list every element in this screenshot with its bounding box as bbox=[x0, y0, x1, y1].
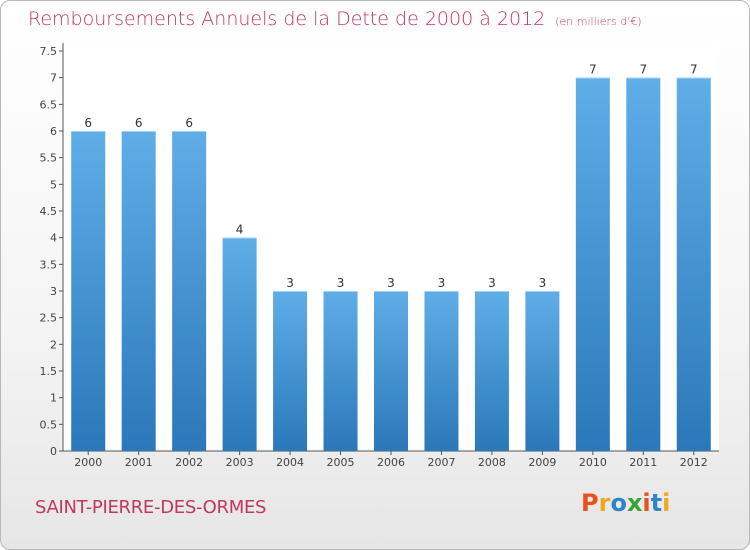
data-label: 3 bbox=[438, 276, 446, 290]
bar bbox=[222, 237, 257, 451]
y-tick-label: 3 bbox=[50, 285, 57, 298]
x-tick-label: 2000 bbox=[74, 456, 102, 469]
y-tick-label: 0 bbox=[50, 445, 57, 458]
x-tick-label: 2010 bbox=[579, 456, 607, 469]
data-label: 6 bbox=[185, 116, 193, 130]
brand-letter: o bbox=[610, 489, 627, 517]
bar bbox=[676, 77, 711, 452]
data-label: 4 bbox=[236, 223, 244, 237]
brand-letter: x bbox=[626, 489, 643, 517]
chart-title-text: Remboursements Annuels de la Dette de 20… bbox=[28, 8, 546, 30]
chart-title: Remboursements Annuels de la Dette de 20… bbox=[28, 8, 642, 30]
x-tick-label: 2006 bbox=[377, 456, 405, 469]
y-tick-label: 7.5 bbox=[40, 45, 58, 58]
y-tick-label: 0.5 bbox=[40, 418, 58, 431]
unit-note: (en milliers d'€) bbox=[555, 15, 642, 28]
y-tick-label: 5 bbox=[50, 178, 57, 191]
x-tick-label: 2005 bbox=[327, 456, 355, 469]
data-label: 3 bbox=[286, 276, 294, 290]
data-label: 3 bbox=[337, 276, 345, 290]
y-tick-label: 6.5 bbox=[40, 98, 58, 111]
y-tick-label: 1.5 bbox=[40, 365, 58, 378]
x-tick-label: 2001 bbox=[125, 456, 153, 469]
y-tick-label: 7 bbox=[50, 72, 57, 85]
data-label: 7 bbox=[589, 63, 597, 77]
x-tick-label: 2008 bbox=[478, 456, 506, 469]
y-tick-label: 2.5 bbox=[40, 312, 58, 325]
brand-letter: t bbox=[650, 489, 663, 517]
y-tick-label: 6 bbox=[50, 125, 57, 138]
bar bbox=[424, 291, 459, 451]
data-label: 6 bbox=[135, 116, 143, 130]
bar bbox=[626, 77, 661, 452]
brand-letter: i bbox=[662, 489, 671, 517]
y-tick-label: 3.5 bbox=[40, 258, 58, 271]
commune-name: SAINT-PIERRE-DES-ORMES bbox=[35, 497, 267, 518]
x-tick-label: 2009 bbox=[528, 456, 556, 469]
x-tick-label: 2002 bbox=[175, 456, 203, 469]
bar bbox=[172, 131, 207, 451]
bar bbox=[71, 131, 106, 451]
brand-letter: r bbox=[598, 489, 611, 517]
bar bbox=[374, 291, 408, 451]
bar bbox=[273, 291, 308, 451]
y-tick-label: 5.5 bbox=[40, 152, 58, 165]
x-tick-label: 2007 bbox=[427, 456, 455, 469]
x-tick-label: 2003 bbox=[226, 456, 254, 469]
bar bbox=[474, 291, 509, 451]
brand-logo: Proxiti bbox=[581, 489, 670, 517]
data-label: 7 bbox=[639, 63, 647, 77]
y-tick-label: 4.5 bbox=[40, 205, 58, 218]
bar bbox=[121, 131, 156, 451]
data-label: 7 bbox=[690, 63, 698, 77]
data-label: 3 bbox=[488, 276, 496, 290]
data-label: 6 bbox=[84, 116, 92, 130]
data-label: 3 bbox=[539, 276, 547, 290]
x-tick-label: 2004 bbox=[276, 456, 304, 469]
bar bbox=[323, 291, 358, 451]
brand-letter: P bbox=[581, 489, 599, 517]
bar bbox=[525, 291, 560, 451]
x-tick-label: 2012 bbox=[680, 456, 708, 469]
bar bbox=[575, 77, 610, 452]
brand-letter: i bbox=[642, 489, 651, 517]
data-label: 3 bbox=[387, 276, 395, 290]
y-tick-label: 4 bbox=[50, 232, 57, 245]
x-tick-label: 2011 bbox=[629, 456, 657, 469]
y-tick-label: 1 bbox=[50, 392, 57, 405]
y-tick-label: 2 bbox=[50, 338, 57, 351]
